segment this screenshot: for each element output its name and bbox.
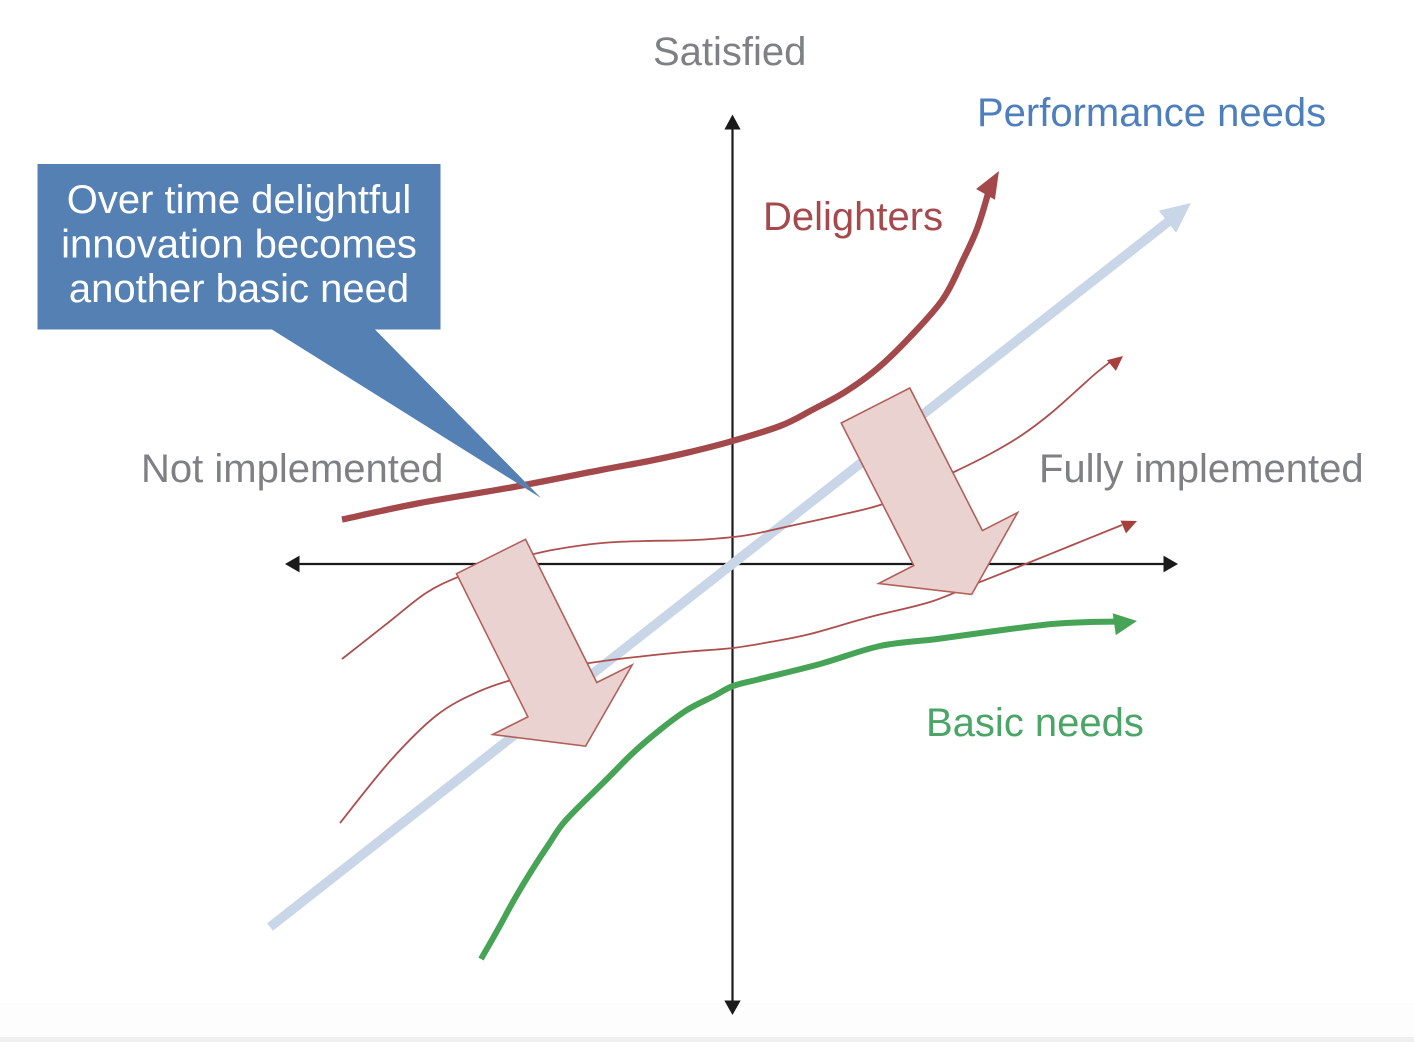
svg-text:Not implemented: Not implemented: [141, 447, 443, 491]
svg-text:Fully implemented: Fully implemented: [1039, 447, 1364, 491]
svg-text:Performance needs: Performance needs: [977, 91, 1326, 135]
svg-text:another basic need: another basic need: [69, 267, 409, 311]
svg-text:Delighters: Delighters: [763, 195, 943, 239]
svg-text:Over time delightful: Over time delightful: [67, 178, 412, 222]
svg-text:Satisfied: Satisfied: [653, 30, 806, 74]
svg-text:Basic needs: Basic needs: [926, 701, 1144, 745]
svg-text:innovation becomes: innovation becomes: [61, 223, 417, 267]
